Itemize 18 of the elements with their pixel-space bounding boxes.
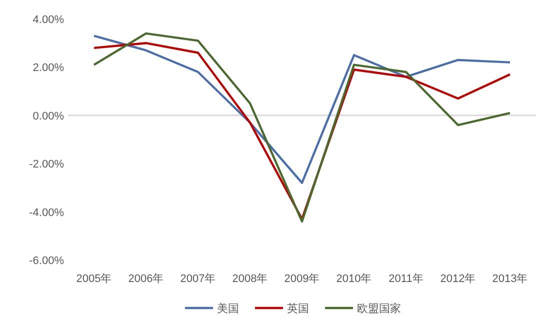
y-tick-label: 0.00% bbox=[32, 110, 64, 122]
legend-label: 英国 bbox=[287, 302, 309, 315]
y-tick-label: -6.00% bbox=[29, 255, 64, 267]
x-tick-label: 2007年 bbox=[180, 273, 216, 285]
y-tick-label: 2.00% bbox=[32, 62, 64, 74]
x-tick-label: 2010年 bbox=[336, 273, 372, 285]
x-tick-label: 2005年 bbox=[76, 273, 112, 285]
y-tick-label: -4.00% bbox=[29, 206, 64, 219]
x-tick-label: 2012年 bbox=[440, 273, 476, 285]
x-tick-label: 2006年 bbox=[128, 273, 164, 285]
x-tick-label: 2008年 bbox=[232, 273, 268, 285]
x-tick-label: 2011年 bbox=[388, 273, 424, 285]
y-tick-label: -2.00% bbox=[29, 158, 64, 171]
x-tick-label: 2009年 bbox=[284, 273, 320, 285]
y-tick-label: 4.00% bbox=[32, 14, 64, 26]
x-tick-label: 2013年 bbox=[492, 273, 528, 285]
legend-label: 欧盟国家 bbox=[357, 302, 401, 315]
legend-label: 美国 bbox=[217, 302, 239, 315]
